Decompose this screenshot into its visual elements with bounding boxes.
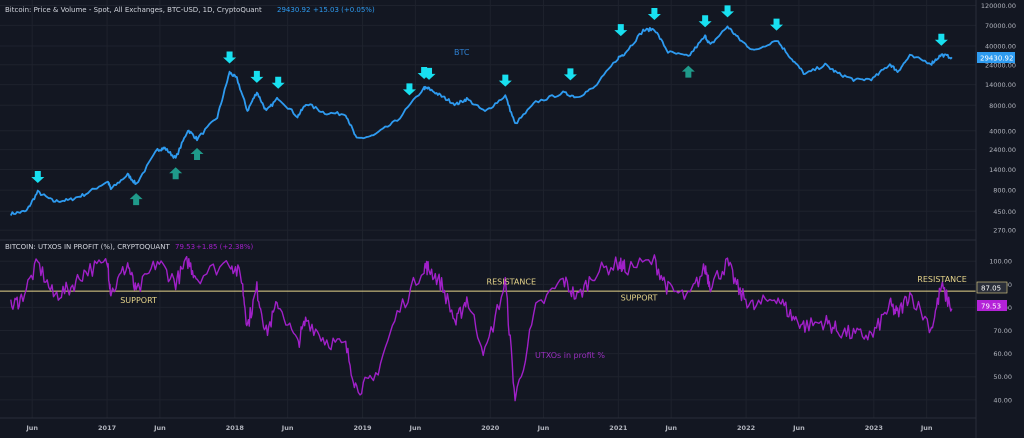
price-tick-label: 40000.00: [985, 42, 1016, 50]
x-tick-label: 2022: [737, 424, 755, 432]
x-tick-label: Jun: [25, 424, 38, 432]
top-marker-arrow-icon: [770, 18, 784, 31]
last-utxo-badge-text: 79.53: [981, 303, 1001, 311]
price-pane-value: 29430.92: [277, 6, 310, 14]
utxo-pane-change: +1.85 (+2.38%): [196, 243, 254, 251]
resistance-label: RESISTANCE: [917, 275, 967, 284]
utxo-profit-pane[interactable]: [0, 254, 976, 402]
last-price-badge-text: 29430.92: [980, 55, 1013, 63]
x-tick-label: 2017: [98, 424, 116, 432]
x-tick-label: Jun: [537, 424, 550, 432]
x-tick-label: 2023: [865, 424, 883, 432]
top-marker-arrow-icon: [223, 51, 237, 64]
btc-price-line[interactable]: [9, 25, 953, 216]
x-tick-label: Jun: [281, 424, 294, 432]
price-pane-change: +15.03 (+0.05%): [313, 6, 375, 14]
price-tick-label: 70000.00: [985, 22, 1016, 30]
btc-series-label: BTC: [454, 48, 470, 57]
price-tick-label: 1400.00: [989, 166, 1016, 174]
top-marker-arrow-icon: [647, 7, 661, 20]
bottom-marker-arrow-icon: [190, 148, 204, 161]
top-marker-arrow-icon: [698, 15, 712, 28]
x-tick-label: 2020: [481, 424, 500, 432]
x-tick-label: 2021: [609, 424, 628, 432]
support-label: SUPPORT: [120, 296, 157, 305]
x-tick-label: Jun: [792, 424, 805, 432]
top-marker-arrow-icon: [422, 67, 436, 80]
price-tick-label: 2400.00: [989, 146, 1016, 154]
support-label: SUPPORT: [621, 294, 658, 303]
annotation-marks: SUPPORT RESISTANCE SUPPORT RESISTANCE: [31, 5, 967, 305]
x-tick-label: Jun: [920, 424, 933, 432]
grid: [0, 0, 976, 418]
bottom-marker-arrow-icon: [129, 193, 143, 206]
top-marker-arrow-icon: [614, 24, 628, 37]
top-marker-arrow-icon: [934, 33, 948, 46]
price-tick-label: 450.00: [993, 208, 1016, 216]
level-badge: [976, 281, 1008, 294]
top-marker-arrow-icon: [563, 68, 577, 81]
top-marker-arrow-icon: [271, 76, 285, 89]
x-tick-label: Jun: [153, 424, 166, 432]
price-pane-title: Bitcoin: Price & Volume - Spot, All Exch…: [5, 6, 262, 14]
top-marker-arrow-icon: [250, 70, 264, 83]
bottom-marker-arrow-icon: [681, 65, 695, 78]
top-marker-arrow-icon: [721, 5, 735, 18]
price-tick-label: 14000.00: [985, 81, 1016, 89]
utxo-tick-label: 60.00: [993, 350, 1012, 358]
top-marker-arrow-icon: [498, 74, 512, 87]
price-tick-label: 800.00: [993, 187, 1016, 195]
utxo-pane-value: 79.53: [175, 243, 195, 251]
level-badge-text: 87.05: [981, 285, 1001, 293]
utxo-series-label: UTXOs in profit %: [535, 351, 605, 360]
top-marker-arrow-icon: [31, 170, 45, 183]
utxo-tick-label: 100.00: [989, 258, 1012, 266]
utxo-tick-label: 40.00: [993, 396, 1012, 404]
price-tick-label: 120000.00: [981, 2, 1016, 10]
x-tick-label: 2019: [353, 424, 372, 432]
bottom-marker-arrow-icon: [169, 167, 183, 180]
x-tick-label: Jun: [409, 424, 422, 432]
last-utxo-badge: [977, 300, 1007, 311]
x-tick-label: Jun: [664, 424, 677, 432]
top-marker-arrow-icon: [402, 83, 416, 96]
utxo-tick-label: 70.00: [993, 327, 1012, 335]
utxo-pane-title: BITCOIN: UTXOS IN PROFIT (%), CRYPTOQUAN…: [5, 243, 170, 251]
resistance-label: RESISTANCE: [487, 277, 537, 286]
last-price-badge: [977, 52, 1015, 63]
btc-price-pane[interactable]: [9, 25, 953, 216]
price-tick-label: 270.00: [993, 227, 1016, 235]
price-tick-label: 24000.00: [985, 61, 1016, 69]
price-tick-label: 4000.00: [989, 127, 1016, 135]
price-tick-label: 8000.00: [989, 102, 1016, 110]
utxo-tick-label: 50.00: [993, 373, 1012, 381]
utxo-profit-line[interactable]: [10, 254, 953, 402]
x-tick-label: 2018: [226, 424, 245, 432]
